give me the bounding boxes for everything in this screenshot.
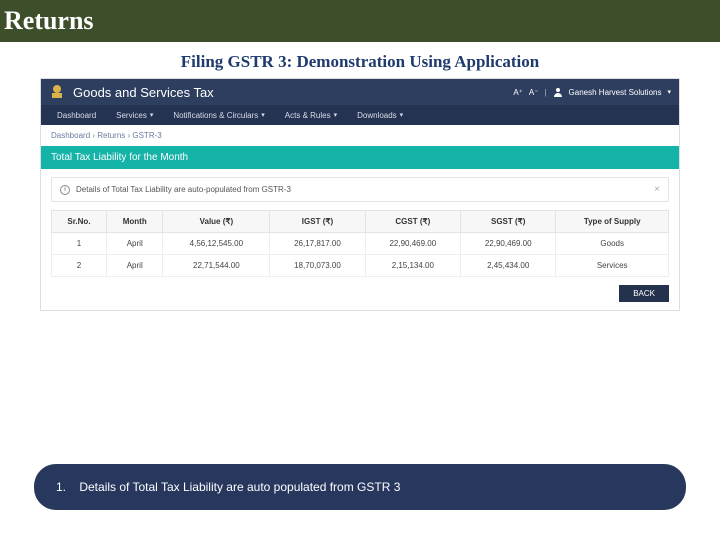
user-icon [553,87,563,97]
crumb-dashboard[interactable]: Dashboard [51,131,90,140]
cell: 4,56,12,545.00 [163,233,270,255]
cell: 26,17,817.00 [270,233,365,255]
close-icon[interactable]: × [654,184,660,195]
notice-text: Details of Total Tax Liability are auto-… [76,185,291,194]
section-header: Total Tax Liability for the Month [41,146,679,169]
chevron-down-icon: ▾ [261,111,265,119]
menu-label: Downloads [357,111,397,120]
th-igst: IGST (₹) [270,211,365,233]
cell: 22,90,469.00 [461,233,556,255]
menu-acts-rules[interactable]: Acts & Rules▾ [277,107,345,124]
th-value: Value (₹) [163,211,270,233]
back-button[interactable]: BACK [619,285,669,302]
info-icon: i [60,185,70,195]
chevron-down-icon: ▾ [334,111,338,119]
callout: 1. Details of Total Tax Liability are au… [34,464,686,510]
cell: 18,70,073.00 [270,255,365,277]
menu-label: Notifications & Circulars [173,111,258,120]
th-srno: Sr.No. [52,211,107,233]
menu-label: Services [116,111,147,120]
app-title: Goods and Services Tax [73,85,513,100]
cell: Goods [556,233,669,255]
th-type: Type of Supply [556,211,669,233]
app-topbar: Goods and Services Tax A⁺ A⁻ | Ganesh Ha… [41,79,679,105]
menubar: Dashboard Services▾ Notifications & Circ… [41,105,679,125]
th-cgst: CGST (₹) [365,211,460,233]
breadcrumb: Dashboard › Returns › GSTR-3 [41,125,679,146]
table-row: 1 April 4,56,12,545.00 26,17,817.00 22,9… [52,233,669,255]
cell: Services [556,255,669,277]
chevron-down-icon: ▾ [150,111,154,119]
chevron-down-icon: ▾ [400,111,404,119]
cell: 1 [52,233,107,255]
cell: April [106,233,162,255]
app-window: Goods and Services Tax A⁺ A⁻ | Ganesh Ha… [40,78,680,311]
crumb-returns[interactable]: Returns [97,131,125,140]
table-header-row: Sr.No. Month Value (₹) IGST (₹) CGST (₹)… [52,211,669,233]
slide-title: Returns [4,6,716,36]
user-name[interactable]: Ganesh Harvest Solutions [569,88,662,97]
menu-services[interactable]: Services▾ [108,107,161,124]
topbar-sep: | [544,88,546,97]
cell: 22,71,544.00 [163,255,270,277]
font-increase[interactable]: A⁺ [513,88,523,97]
back-row: BACK [41,285,679,310]
cell: 22,90,469.00 [365,233,460,255]
emblem-icon [49,83,65,101]
cell: 2,45,434.00 [461,255,556,277]
slide-subtitle: Filing GSTR 3: Demonstration Using Appli… [0,42,720,78]
cell: 2 [52,255,107,277]
menu-notifications[interactable]: Notifications & Circulars▾ [165,107,272,124]
callout-text: Details of Total Tax Liability are auto … [79,480,400,494]
tax-table: Sr.No. Month Value (₹) IGST (₹) CGST (₹)… [51,210,669,277]
font-decrease[interactable]: A⁻ [529,88,539,97]
th-sgst: SGST (₹) [461,211,556,233]
callout-number: 1. [56,480,76,494]
crumb-gstr3[interactable]: GSTR-3 [132,131,161,140]
table-row: 2 April 22,71,544.00 18,70,073.00 2,15,1… [52,255,669,277]
th-month: Month [106,211,162,233]
chevron-down-icon: ▾ [667,88,671,96]
cell: April [106,255,162,277]
topbar-right: A⁺ A⁻ | Ganesh Harvest Solutions ▾ [513,87,671,97]
info-notice: i Details of Total Tax Liability are aut… [51,177,669,202]
menu-label: Acts & Rules [285,111,331,120]
menu-label: Dashboard [57,111,96,120]
slide-header: Returns [0,0,720,42]
menu-dashboard[interactable]: Dashboard [49,107,104,124]
cell: 2,15,134.00 [365,255,460,277]
menu-downloads[interactable]: Downloads▾ [349,107,411,124]
